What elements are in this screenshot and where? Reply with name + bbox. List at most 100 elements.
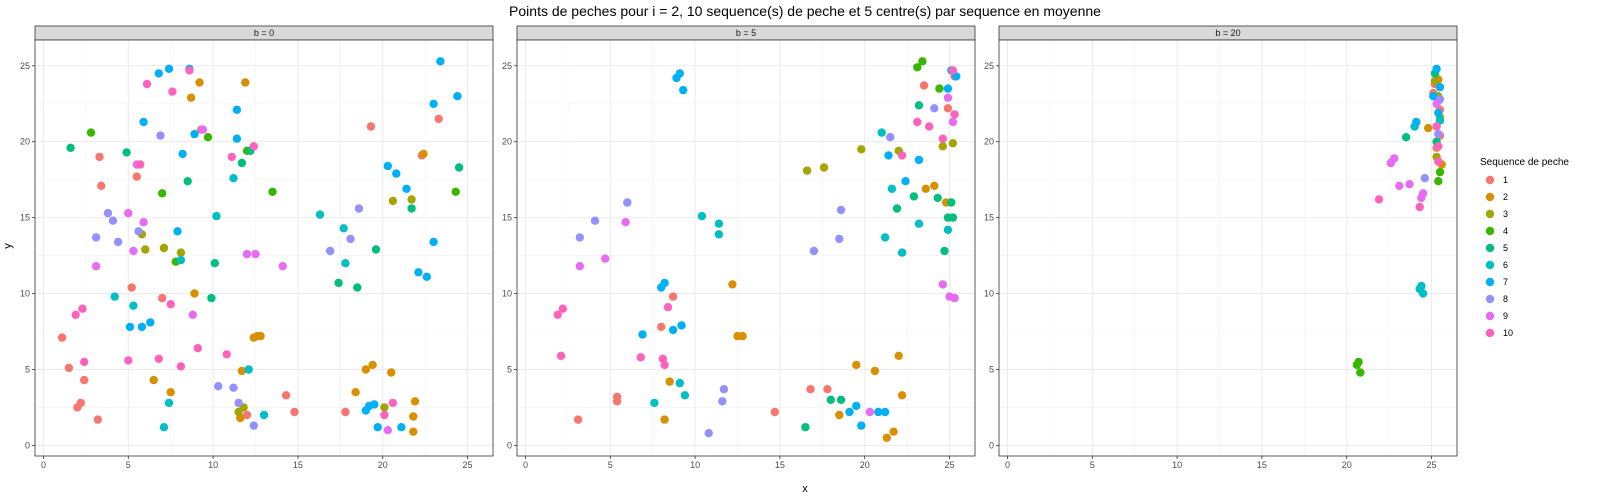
data-point [108, 216, 118, 225]
data-point [1434, 157, 1443, 166]
y-tick-label: 15 [502, 213, 512, 223]
data-point [845, 407, 854, 417]
data-point [1405, 180, 1414, 189]
data-point [665, 377, 674, 386]
data-point [892, 204, 902, 213]
data-point [80, 375, 89, 385]
legend: Sequence de peche 1 2 3 4 5 6 7 8 9 10 [1480, 157, 1569, 338]
data-point [897, 151, 907, 160]
y-tick-label: 15 [20, 213, 30, 223]
data-point [697, 211, 707, 221]
data-point [373, 423, 382, 432]
data-point [901, 177, 910, 186]
data-point [383, 161, 392, 171]
chart-title: Points de peches pour i = 2, 10 sequence… [509, 3, 1101, 19]
data-point [880, 407, 890, 417]
data-point [166, 300, 175, 309]
legend-key [1485, 175, 1495, 185]
data-point [1429, 92, 1438, 101]
legend-key [1485, 209, 1495, 219]
data-point [947, 198, 956, 207]
data-point [882, 433, 891, 442]
data-point [921, 184, 930, 193]
data-point [914, 155, 924, 165]
data-point [278, 262, 287, 271]
data-point [132, 172, 141, 181]
data-point [1374, 195, 1384, 204]
data-point [139, 117, 148, 127]
y-tick-label: 15 [984, 213, 994, 223]
y-tick-label: 0 [25, 440, 30, 450]
panel-border [34, 39, 494, 457]
y-tick-label: 25 [502, 61, 512, 71]
panel-background [517, 40, 975, 456]
y-tick-label: 25 [20, 61, 30, 71]
legend-label: 5 [1503, 243, 1508, 253]
data-point [124, 356, 133, 365]
data-point [874, 407, 883, 417]
data-point [249, 421, 258, 430]
data-point [370, 400, 379, 409]
data-point [918, 57, 927, 66]
data-point [1420, 174, 1430, 183]
data-point [198, 125, 208, 134]
data-point [103, 208, 113, 218]
data-point [159, 423, 169, 432]
data-point [943, 225, 953, 234]
data-point [938, 280, 947, 289]
data-point [419, 149, 428, 159]
facet-strip-label: b = 5 [736, 28, 756, 38]
data-point [880, 233, 890, 242]
panels: b = 0 0 5 10 15 20 25 0 5 10 15 20 25 b = 5 0 5 10 15 20 25… [20, 25, 1458, 470]
x-tick-label: 10 [1172, 460, 1182, 470]
data-point [1432, 122, 1441, 131]
data-point [407, 195, 416, 204]
data-point [203, 133, 213, 142]
data-point [1434, 129, 1443, 139]
data-point [414, 268, 423, 277]
data-point [139, 218, 148, 227]
legend-label: 8 [1503, 294, 1508, 304]
data-point [943, 104, 953, 113]
data-point [242, 249, 252, 259]
data-point [1418, 189, 1428, 198]
data-point [914, 219, 924, 228]
data-point [154, 69, 163, 78]
data-point [229, 383, 238, 392]
panel-border [516, 39, 976, 457]
legend-key [1485, 192, 1495, 202]
data-point [57, 333, 67, 342]
data-point [409, 412, 418, 421]
data-point [173, 227, 182, 236]
data-point [909, 192, 919, 201]
data-point [925, 122, 934, 131]
data-point [1432, 64, 1441, 74]
data-point [556, 351, 566, 360]
data-point [190, 289, 199, 298]
data-point [623, 198, 632, 207]
data-point [122, 148, 131, 157]
y-tick-label: 5 [25, 364, 30, 374]
data-point [1412, 117, 1421, 127]
data-point [897, 391, 907, 400]
data-point [1434, 108, 1443, 118]
legend-label: 10 [1503, 328, 1513, 338]
data-point [636, 353, 645, 362]
data-point [601, 254, 610, 263]
data-point [612, 397, 622, 406]
legend-label: 6 [1503, 260, 1508, 270]
data-point [383, 426, 392, 435]
data-point [1434, 177, 1443, 186]
data-point [930, 181, 939, 190]
data-point [110, 292, 119, 301]
data-point [809, 246, 819, 256]
x-tick-label: 10 [690, 460, 700, 470]
data-point [1415, 202, 1424, 212]
data-point [590, 216, 600, 225]
data-point [1432, 99, 1441, 109]
x-tick-label: 25 [945, 460, 955, 470]
data-point [222, 350, 231, 359]
data-point [877, 128, 886, 137]
data-point [124, 208, 133, 218]
data-point [210, 259, 219, 268]
